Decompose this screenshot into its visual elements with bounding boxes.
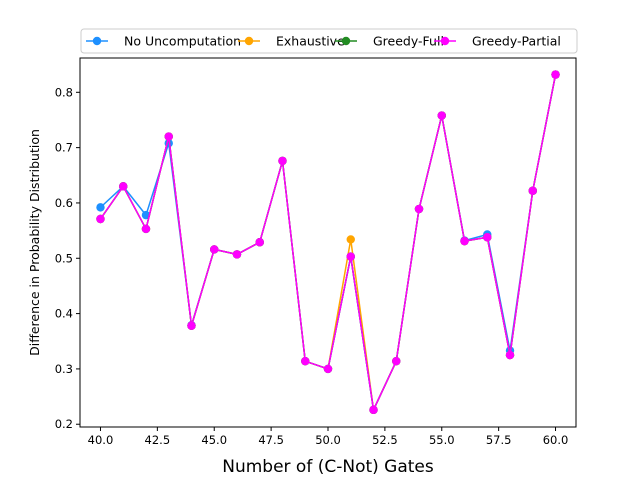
data-point bbox=[323, 364, 333, 374]
y-tick-label: 0.5 bbox=[55, 251, 73, 265]
x-axis-label: Number of (C-Not) Gates bbox=[222, 457, 434, 477]
x-tick-label: 40.0 bbox=[88, 433, 114, 447]
x-tick-label: 50.0 bbox=[315, 433, 341, 447]
legend-box bbox=[80, 28, 578, 54]
x-tick-label: 47.5 bbox=[258, 433, 284, 447]
data-point bbox=[232, 250, 242, 259]
legend-marker bbox=[440, 36, 450, 46]
y-axis-ticks: 0.2 0.3 0.4 0.5 0.6 0.7 0.8 bbox=[55, 85, 80, 431]
x-tick-label: 42.5 bbox=[145, 433, 171, 447]
legend-label: Greedy-Full bbox=[373, 34, 444, 49]
x-tick-label: 60.0 bbox=[543, 433, 569, 447]
data-point bbox=[96, 214, 105, 224]
y-axis-label: Difference in Probability Distribution bbox=[27, 129, 42, 356]
data-point bbox=[460, 236, 469, 246]
data-point bbox=[255, 238, 264, 247]
data-point bbox=[141, 210, 151, 220]
legend-label: No Uncomputation bbox=[124, 34, 241, 49]
data-point bbox=[346, 252, 355, 261]
legend-marker bbox=[341, 36, 351, 46]
data-point bbox=[483, 233, 492, 242]
data-point bbox=[187, 321, 196, 330]
data-point bbox=[210, 245, 219, 254]
data-point bbox=[164, 132, 173, 141]
data-point bbox=[414, 204, 424, 214]
series-group bbox=[96, 70, 560, 415]
x-axis-ticks: 40.0 42.5 45.0 47.5 50.0 52.5 55.0 57.5 60.0 bbox=[88, 427, 569, 447]
y-tick-label: 0.8 bbox=[55, 85, 73, 99]
data-point bbox=[278, 156, 287, 166]
data-point bbox=[346, 235, 355, 244]
y-tick-label: 0.4 bbox=[55, 307, 73, 321]
legend-label: Exhaustive bbox=[276, 34, 345, 49]
x-tick-label: 52.5 bbox=[372, 433, 398, 447]
x-tick-label: 45.0 bbox=[201, 433, 227, 447]
legend-label: Greedy-Partial bbox=[472, 34, 561, 49]
y-tick-label: 0.7 bbox=[55, 141, 73, 155]
data-point bbox=[141, 224, 151, 234]
x-tick-label: 55.0 bbox=[429, 433, 455, 447]
data-point bbox=[505, 350, 515, 360]
data-point bbox=[528, 186, 537, 195]
x-tick-label: 57.5 bbox=[486, 433, 512, 447]
legend-marker bbox=[92, 36, 102, 46]
y-tick-label: 0.6 bbox=[55, 196, 73, 210]
data-point bbox=[369, 405, 378, 415]
data-point bbox=[392, 356, 401, 366]
data-point bbox=[437, 111, 446, 120]
data-point bbox=[551, 70, 560, 79]
legend: No Uncomputation Exhaustive Greedy-Full Gre… bbox=[80, 28, 578, 54]
data-point bbox=[119, 182, 128, 191]
data-point bbox=[301, 356, 310, 366]
series-layer bbox=[96, 70, 560, 415]
data-point bbox=[96, 203, 105, 212]
y-tick-label: 0.3 bbox=[55, 362, 73, 376]
y-tick-label: 0.2 bbox=[55, 417, 73, 431]
legend-marker bbox=[244, 36, 254, 46]
